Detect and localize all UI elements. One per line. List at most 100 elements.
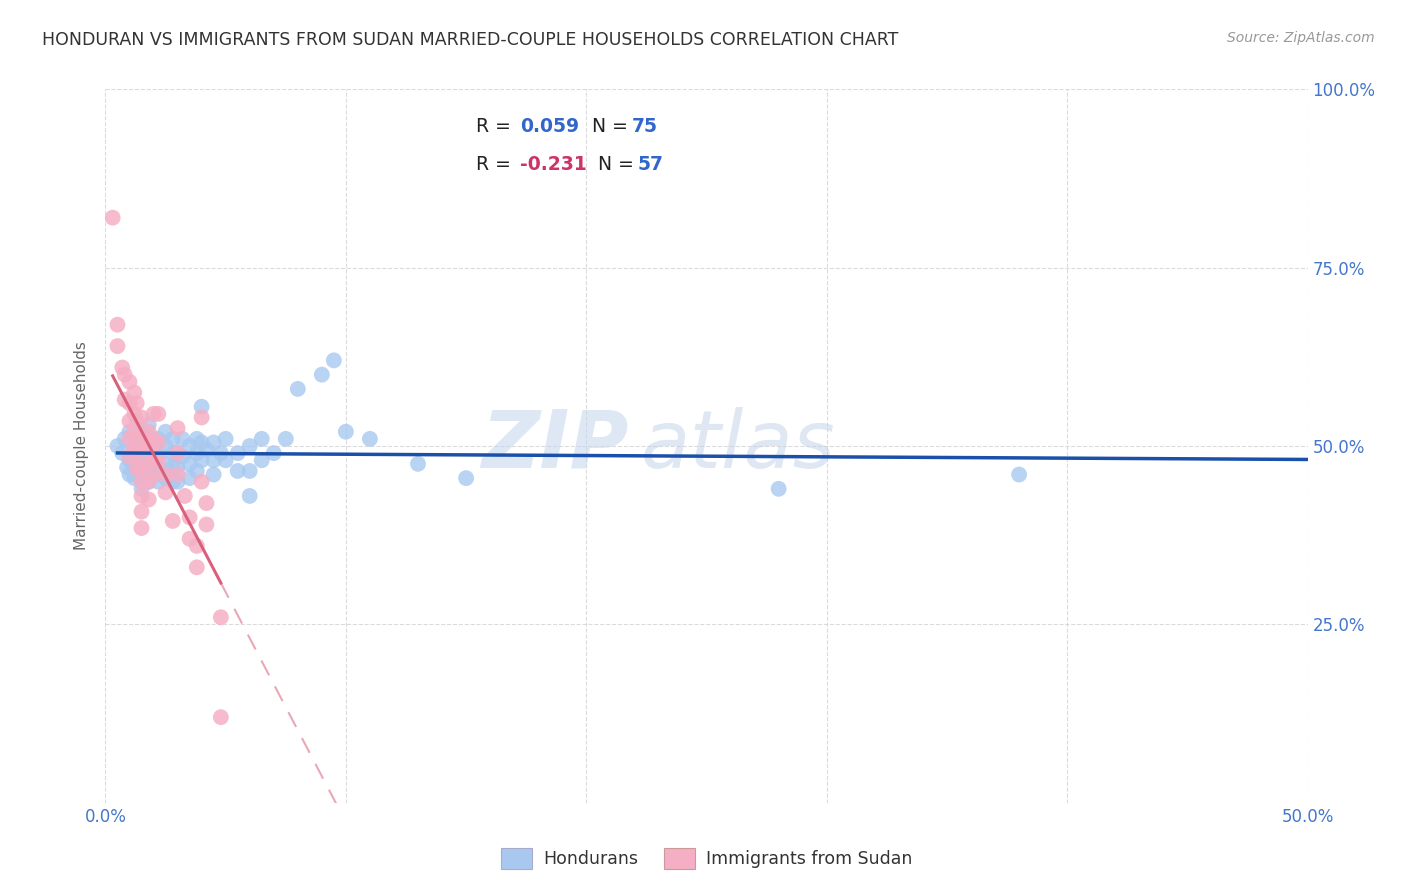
Point bbox=[214, 432, 236, 446]
Text: N =: N = bbox=[581, 117, 634, 136]
Point bbox=[202, 435, 225, 450]
Point bbox=[125, 414, 148, 428]
Point bbox=[124, 407, 146, 421]
Point bbox=[186, 464, 208, 478]
Point bbox=[131, 489, 153, 503]
Point bbox=[131, 521, 153, 535]
Point bbox=[125, 396, 148, 410]
Point bbox=[138, 446, 160, 460]
Point bbox=[131, 442, 153, 457]
Point bbox=[142, 467, 165, 482]
Point bbox=[190, 435, 212, 450]
Point bbox=[107, 339, 129, 353]
Point bbox=[142, 453, 165, 467]
Point bbox=[124, 385, 146, 400]
Point bbox=[186, 560, 208, 574]
Point bbox=[173, 489, 195, 503]
Point bbox=[214, 453, 236, 467]
Point bbox=[190, 400, 212, 414]
Point bbox=[179, 471, 201, 485]
Point bbox=[114, 368, 136, 382]
Point bbox=[202, 453, 225, 467]
Point bbox=[186, 432, 208, 446]
Point bbox=[118, 396, 141, 410]
Point bbox=[138, 439, 160, 453]
Point bbox=[138, 425, 160, 439]
Text: -0.231: -0.231 bbox=[520, 154, 586, 174]
Point bbox=[155, 439, 177, 453]
Point bbox=[195, 496, 218, 510]
Point bbox=[138, 475, 160, 489]
Point bbox=[148, 460, 170, 475]
Point bbox=[118, 467, 141, 482]
Point bbox=[138, 460, 160, 475]
Point bbox=[226, 446, 249, 460]
Point bbox=[166, 460, 188, 475]
Point bbox=[226, 464, 249, 478]
Point bbox=[239, 489, 262, 503]
Point bbox=[148, 435, 170, 450]
Point bbox=[118, 414, 141, 428]
Point bbox=[239, 439, 262, 453]
Point bbox=[768, 482, 790, 496]
Point bbox=[131, 505, 153, 519]
Point bbox=[138, 417, 160, 432]
Point bbox=[138, 457, 160, 471]
Point bbox=[142, 432, 165, 446]
Text: N =: N = bbox=[586, 154, 640, 174]
Point bbox=[148, 446, 170, 460]
Point bbox=[124, 471, 146, 485]
Point bbox=[179, 532, 201, 546]
Point bbox=[162, 432, 184, 446]
Point bbox=[115, 460, 138, 475]
Point bbox=[114, 392, 136, 407]
Text: HONDURAN VS IMMIGRANTS FROM SUDAN MARRIED-COUPLE HOUSEHOLDS CORRELATION CHART: HONDURAN VS IMMIGRANTS FROM SUDAN MARRIE… bbox=[42, 31, 898, 49]
Legend: Hondurans, Immigrants from Sudan: Hondurans, Immigrants from Sudan bbox=[494, 841, 920, 876]
Point bbox=[155, 485, 177, 500]
Point bbox=[138, 475, 160, 489]
Point bbox=[131, 467, 153, 482]
Point bbox=[166, 421, 188, 435]
Point bbox=[166, 475, 188, 489]
Point bbox=[406, 457, 429, 471]
Point bbox=[111, 446, 134, 460]
Point bbox=[107, 318, 129, 332]
Point bbox=[172, 432, 194, 446]
Point bbox=[190, 475, 212, 489]
Point bbox=[195, 517, 218, 532]
Point bbox=[131, 460, 153, 475]
Point bbox=[209, 446, 232, 460]
Point bbox=[131, 428, 153, 442]
Point bbox=[179, 457, 201, 471]
Point bbox=[125, 432, 148, 446]
Point bbox=[359, 432, 381, 446]
Point bbox=[125, 446, 148, 460]
Point bbox=[118, 425, 141, 439]
Point bbox=[166, 446, 188, 460]
Point bbox=[138, 492, 160, 507]
Point bbox=[155, 457, 177, 471]
Point bbox=[118, 432, 141, 446]
Point bbox=[190, 410, 212, 425]
Point bbox=[125, 462, 148, 476]
Point bbox=[118, 453, 141, 467]
Text: atlas: atlas bbox=[640, 407, 835, 485]
Point bbox=[162, 514, 184, 528]
Point bbox=[172, 450, 194, 464]
Point bbox=[124, 457, 146, 471]
Point bbox=[179, 439, 201, 453]
Point bbox=[131, 410, 153, 425]
Point bbox=[287, 382, 309, 396]
Point bbox=[335, 425, 357, 439]
Point bbox=[148, 407, 170, 421]
Point bbox=[124, 425, 146, 439]
Point bbox=[250, 432, 273, 446]
Text: 0.059: 0.059 bbox=[520, 117, 579, 136]
Text: R =: R = bbox=[475, 117, 516, 136]
Point bbox=[148, 453, 170, 467]
Point bbox=[311, 368, 333, 382]
Text: 75: 75 bbox=[631, 117, 658, 136]
Point bbox=[131, 425, 153, 439]
Point bbox=[155, 471, 177, 485]
Point bbox=[111, 360, 134, 375]
